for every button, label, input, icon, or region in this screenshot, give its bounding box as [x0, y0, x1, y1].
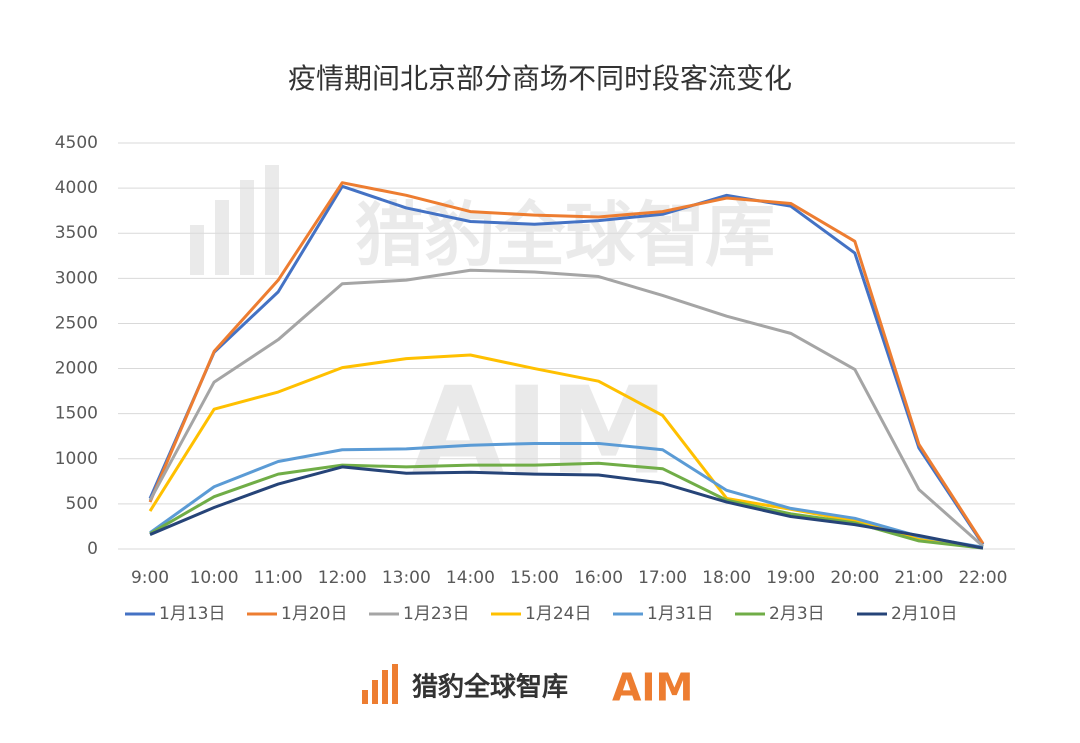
x-tick-label: 14:00	[446, 568, 495, 588]
y-tick-label: 1500	[55, 404, 98, 424]
x-tick-label: 15:00	[510, 568, 559, 588]
logo-bar	[382, 670, 388, 704]
x-tick-label: 13:00	[382, 568, 431, 588]
x-tick-label: 9:00	[131, 568, 169, 588]
watermark-text: 猎豹全球智库	[355, 194, 775, 276]
x-tick-label: 11:00	[254, 568, 303, 588]
x-tick-label: 17:00	[638, 568, 687, 588]
watermark-bar	[190, 225, 204, 275]
legend-label: 1月20日	[281, 604, 347, 624]
chart-title: 疫情期间北京部分商场不同时段客流变化	[288, 62, 792, 95]
series-line	[148, 181, 985, 545]
y-tick-label: 3000	[55, 268, 98, 288]
logo-bar	[372, 680, 378, 704]
series-line	[148, 184, 985, 546]
logo-brand: AIM	[612, 666, 693, 710]
x-tick-label: 20:00	[830, 568, 879, 588]
watermark-bar	[240, 180, 254, 275]
watermark-bar	[215, 200, 229, 275]
series-line	[148, 268, 984, 548]
series-line	[149, 441, 984, 549]
footer-logo: 猎豹全球智库 AIM	[362, 664, 693, 710]
logo-bar	[362, 690, 368, 704]
watermark-text: AIM	[412, 363, 669, 502]
y-tick-label: 0	[87, 539, 98, 559]
y-tick-label: 3500	[55, 223, 98, 243]
legend-label: 2月10日	[891, 604, 957, 624]
legend-label: 1月31日	[647, 604, 713, 624]
x-tick-label: 22:00	[958, 568, 1007, 588]
legend-label: 1月24日	[525, 604, 591, 624]
logo-text: 猎豹全球智库	[412, 672, 568, 703]
legend-label: 2月3日	[769, 604, 825, 624]
x-tick-label: 18:00	[702, 568, 751, 588]
y-tick-label: 1000	[55, 449, 98, 469]
y-tick-label: 4500	[55, 133, 98, 153]
legend-label: 1月13日	[159, 604, 225, 624]
watermark-bar	[265, 165, 279, 275]
legend-label: 1月23日	[403, 604, 469, 624]
x-tick-label: 19:00	[766, 568, 815, 588]
y-tick-label: 500	[66, 494, 98, 514]
x-tick-label: 12:00	[318, 568, 367, 588]
y-tick-label: 2500	[55, 313, 98, 333]
series-line	[149, 465, 984, 550]
x-tick-label: 16:00	[574, 568, 623, 588]
series-line	[148, 353, 984, 549]
y-tick-label: 2000	[55, 359, 98, 379]
logo-bar	[392, 664, 398, 704]
y-tick-label: 4000	[55, 178, 98, 198]
x-tick-label: 21:00	[894, 568, 943, 588]
watermark: 猎豹全球智库 AIM	[190, 165, 775, 502]
x-tick-label: 10:00	[190, 568, 239, 588]
series-line	[149, 461, 984, 550]
